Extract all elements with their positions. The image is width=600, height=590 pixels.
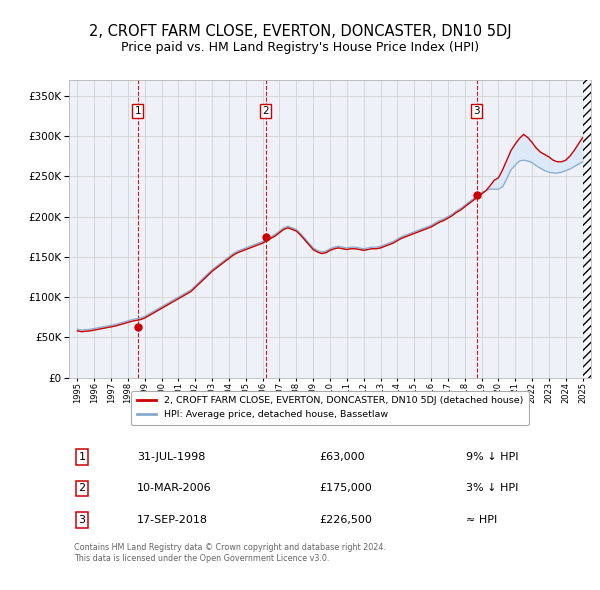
Text: Price paid vs. HM Land Registry's House Price Index (HPI): Price paid vs. HM Land Registry's House … <box>121 41 479 54</box>
Text: 9% ↓ HPI: 9% ↓ HPI <box>466 452 518 462</box>
Text: 10-MAR-2006: 10-MAR-2006 <box>137 483 211 493</box>
Text: £63,000: £63,000 <box>320 452 365 462</box>
Text: Contains HM Land Registry data © Crown copyright and database right 2024.
This d: Contains HM Land Registry data © Crown c… <box>74 543 386 563</box>
Text: ≈ HPI: ≈ HPI <box>466 515 497 525</box>
Text: £175,000: £175,000 <box>320 483 373 493</box>
Text: 31-JUL-1998: 31-JUL-1998 <box>137 452 205 462</box>
Text: 2, CROFT FARM CLOSE, EVERTON, DONCASTER, DN10 5DJ: 2, CROFT FARM CLOSE, EVERTON, DONCASTER,… <box>89 24 511 38</box>
Text: 2: 2 <box>263 106 269 116</box>
Bar <box>583 80 591 378</box>
Text: 1: 1 <box>134 106 141 116</box>
Legend: 2, CROFT FARM CLOSE, EVERTON, DONCASTER, DN10 5DJ (detached house), HPI: Average: 2, CROFT FARM CLOSE, EVERTON, DONCASTER,… <box>131 391 529 425</box>
Text: 2: 2 <box>79 483 86 493</box>
Text: 3: 3 <box>79 515 86 525</box>
Text: 3% ↓ HPI: 3% ↓ HPI <box>466 483 518 493</box>
Text: 17-SEP-2018: 17-SEP-2018 <box>137 515 208 525</box>
Text: 3: 3 <box>473 106 480 116</box>
Text: £226,500: £226,500 <box>320 515 373 525</box>
Text: 1: 1 <box>79 452 86 462</box>
